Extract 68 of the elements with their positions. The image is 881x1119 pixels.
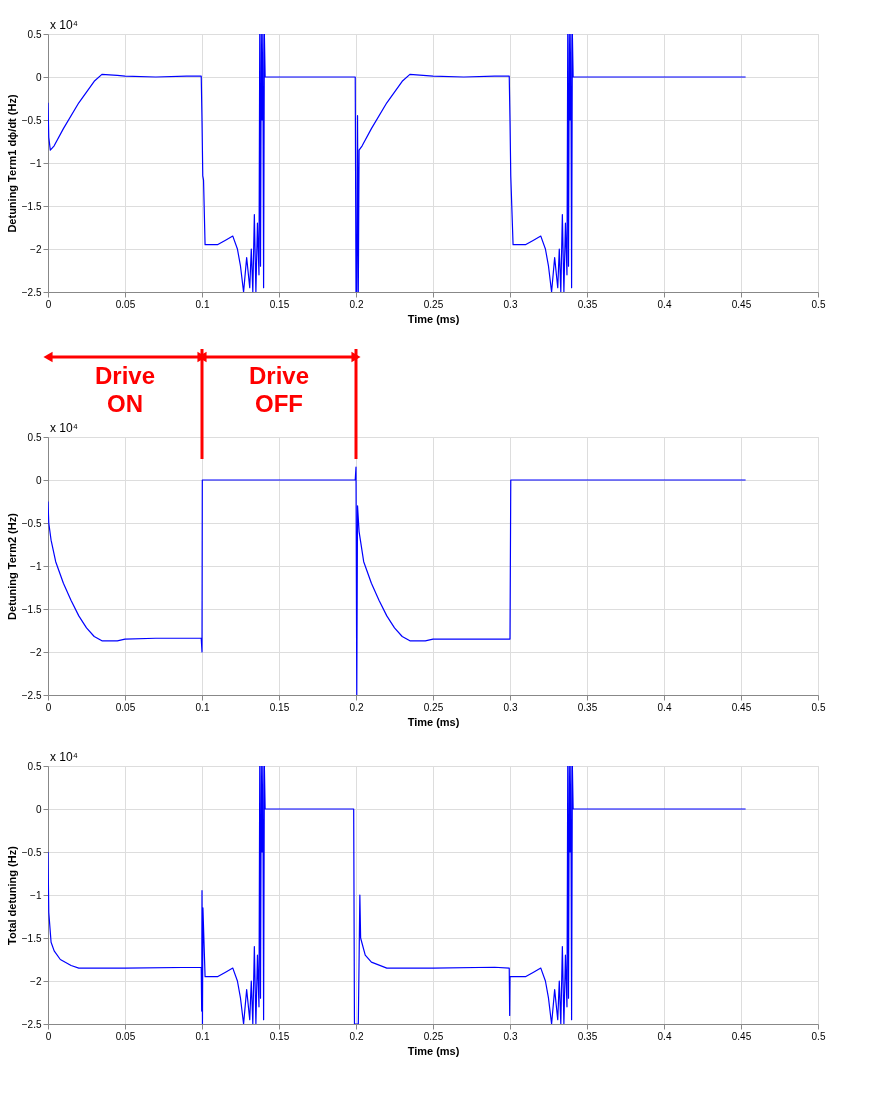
x-tick-label: 0.2 [349,701,364,713]
y-tick-label: 0.5 [27,431,42,443]
x-tick-label: 0.5 [811,701,826,713]
line-series [48,466,747,695]
x-tick-label: 0.15 [269,298,290,310]
text: Drive OFF [248,362,310,417]
x-tick-label: 0.4 [657,701,672,713]
x-tick-label: 0.15 [269,701,290,713]
y-tick-label: −2 [30,646,42,658]
y-tick-label: −2 [30,243,42,255]
x-tick-label: 0 [45,701,52,713]
y-axis-title: Total detuning (Hz) [5,845,18,945]
y-tick-label: 0 [35,71,42,83]
y-tick-label: 0 [35,803,42,815]
y-tick-label: −2 [30,975,42,987]
y-tick-label: −1 [30,889,42,901]
y-tick-label: −1 [30,157,42,169]
x-tick-label: 0.1 [195,1030,210,1042]
text: Drive ON [94,362,156,417]
x-tick-label: 0.45 [731,1030,752,1042]
y-tick-label: −1.5 [21,603,42,615]
line-series [48,766,747,1024]
text: x 10⁴ [50,421,78,435]
x-tick-label: 0.4 [657,1030,672,1042]
y-tick-label: −1.5 [21,200,42,212]
x-tick-label: 0.5 [811,298,826,310]
text: x 10⁴ [50,18,78,32]
text: x 10⁴ [50,750,78,764]
y-tick-label: 0 [35,474,42,486]
y-axis-title: Detuning Term1 dϕ/dt (Hz) [5,94,18,233]
x-tick-label: 0.05 [115,701,136,713]
y-tick-label: −0.5 [21,517,42,529]
x-tick-label: 0.25 [423,1030,444,1042]
y-tick-label: −1.5 [21,932,42,944]
y-tick-label: 0.5 [27,760,42,772]
y-tick-label: −0.5 [21,846,42,858]
x-tick-label: 0.35 [577,701,598,713]
x-tick-label: 0.3 [503,298,518,310]
x-tick-label: 0.1 [195,298,210,310]
x-axis-title: Time (ms) [407,312,460,325]
x-tick-label: 0.25 [423,298,444,310]
y-tick-label: −2.5 [21,689,42,701]
x-tick-label: 0.05 [115,1030,136,1042]
x-tick-label: 0.1 [195,701,210,713]
x-tick-label: 0.3 [503,1030,518,1042]
y-tick-label: −1 [30,560,42,572]
x-tick-label: 0.25 [423,701,444,713]
x-axis-title: Time (ms) [407,715,460,728]
y-tick-label: −2.5 [21,1018,42,1030]
x-tick-label: 0 [45,1030,52,1042]
y-axis-title: Detuning Term2 (Hz) [5,512,18,620]
y-tick-label: −2.5 [21,286,42,298]
x-tick-label: 0.45 [731,298,752,310]
x-tick-label: 0.05 [115,298,136,310]
x-tick-label: 0 [45,298,52,310]
x-tick-label: 0.15 [269,1030,290,1042]
y-tick-label: 0.5 [27,28,42,40]
line-series [48,34,747,292]
y-tick-label: −0.5 [21,114,42,126]
x-tick-label: 0.45 [731,701,752,713]
x-tick-label: 0.3 [503,701,518,713]
x-axis-title: Time (ms) [407,1044,460,1057]
x-tick-label: 0.35 [577,1030,598,1042]
x-tick-label: 0.35 [577,298,598,310]
x-tick-label: 0.4 [657,298,672,310]
x-tick-label: 0.5 [811,1030,826,1042]
x-tick-label: 0.2 [349,298,364,310]
x-tick-label: 0.2 [349,1030,364,1042]
